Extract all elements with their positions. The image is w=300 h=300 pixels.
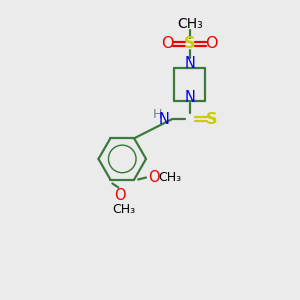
- Text: N: N: [184, 90, 195, 105]
- Text: S: S: [184, 37, 195, 52]
- Text: O: O: [115, 188, 126, 203]
- Text: CH₃: CH₃: [113, 203, 136, 216]
- Text: O: O: [162, 37, 174, 52]
- Text: N: N: [184, 56, 195, 71]
- Text: S: S: [206, 112, 217, 127]
- Text: O: O: [205, 37, 218, 52]
- Text: H: H: [153, 108, 163, 121]
- Text: CH₃: CH₃: [177, 17, 202, 31]
- Text: CH₃: CH₃: [158, 171, 182, 184]
- Text: O: O: [148, 170, 160, 185]
- Text: N: N: [158, 112, 169, 127]
